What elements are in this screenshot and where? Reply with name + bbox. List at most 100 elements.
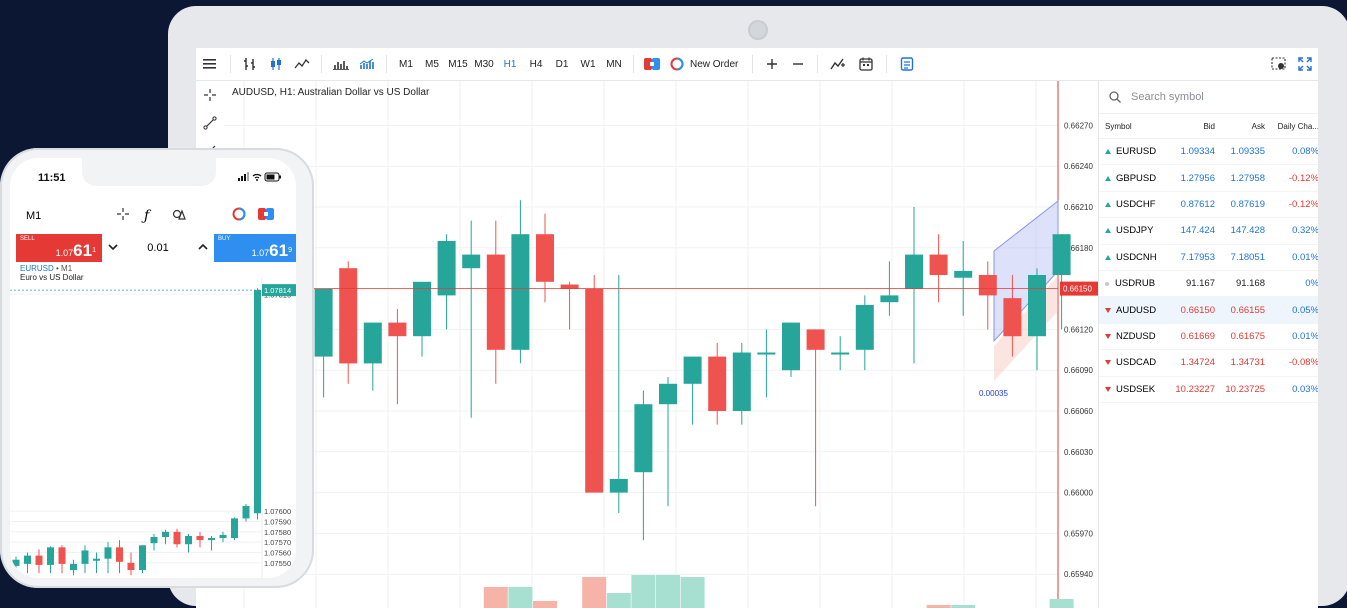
phone-candle-body[interactable] — [12, 559, 20, 566]
timeframe-mn[interactable]: MN — [606, 58, 622, 70]
candle-body[interactable] — [511, 234, 530, 350]
volumes-icon[interactable] — [328, 48, 354, 80]
candle-body[interactable] — [363, 322, 382, 364]
phone-candle-body[interactable] — [127, 562, 135, 571]
candle-body[interactable] — [560, 284, 579, 289]
col-ask[interactable]: Ask — [1251, 121, 1265, 131]
phone-timeframe[interactable]: M1 — [26, 210, 42, 222]
function-icon[interactable]: ƒ — [144, 208, 150, 224]
objects-icon[interactable] — [172, 207, 232, 226]
new-order-button[interactable]: New Order — [664, 48, 746, 80]
phone-candle-body[interactable] — [219, 534, 227, 539]
col-symbol[interactable]: Symbol — [1105, 121, 1132, 131]
timeframe-m30[interactable]: M30 — [474, 58, 494, 70]
phone-candle-body[interactable] — [81, 550, 89, 564]
zoom-out-icon[interactable] — [785, 48, 811, 80]
candle-body[interactable] — [462, 254, 481, 269]
candle-body[interactable] — [413, 281, 431, 337]
candle-body[interactable] — [954, 270, 973, 278]
trend-line-icon[interactable] — [196, 109, 224, 137]
candle-body[interactable] — [855, 304, 874, 350]
candle-body[interactable] — [757, 352, 776, 355]
candle-body[interactable] — [732, 352, 751, 411]
timeframe-h4[interactable]: H4 — [529, 58, 543, 70]
symbol-search[interactable]: Search symbol — [1099, 81, 1318, 114]
candle-body[interactable] — [831, 352, 850, 355]
candle-body[interactable] — [634, 404, 653, 473]
candle-body[interactable] — [339, 268, 358, 364]
col-daily-change[interactable]: Daily Cha... — [1277, 121, 1318, 131]
phone-candle-body[interactable] — [162, 531, 169, 538]
line-chart-icon[interactable] — [289, 48, 315, 80]
candle-body[interactable] — [1052, 234, 1071, 275]
watchlist-row[interactable]: USDRUB 91.167 91.168 0% — [1099, 271, 1318, 298]
tick-volumes-icon[interactable] — [354, 48, 380, 80]
chart-canvas[interactable]: 0.66270 0.66240 0.66210 0.66180 0.66150 0.661… — [224, 81, 1098, 608]
calendar-icon[interactable] — [852, 48, 880, 80]
candle-body[interactable] — [585, 288, 604, 493]
watchlist-row[interactable]: USDSEK 10.23227 10.23725 0.03% — [1099, 377, 1318, 403]
watchlist-row[interactable]: AUDUSD 0.66150 0.66155 0.05% — [1099, 297, 1318, 324]
chevron-down-icon[interactable] — [108, 242, 118, 254]
watchlist-row[interactable]: USDJPY 147.424 147.428 0.32% — [1099, 218, 1318, 245]
crosshair-icon[interactable] — [116, 207, 144, 226]
col-bid[interactable]: Bid — [1203, 121, 1215, 131]
candle-body[interactable] — [880, 295, 899, 303]
candle-body[interactable] — [708, 356, 727, 411]
crosshair-icon[interactable] — [196, 81, 224, 109]
phone-candle-body[interactable] — [24, 555, 31, 564]
candle-body[interactable] — [978, 275, 997, 296]
phone-candle-body[interactable] — [93, 558, 100, 561]
menu-icon[interactable] — [196, 48, 224, 80]
timeframe-w1[interactable]: W1 — [580, 58, 596, 70]
candlestick-icon[interactable] — [263, 48, 289, 80]
watchlist-row[interactable]: USDCAD 1.34724 1.34731 -0.08% — [1099, 350, 1318, 377]
phone-candle-body[interactable] — [139, 545, 146, 571]
phone-candle-body[interactable] — [242, 506, 250, 519]
candle-body[interactable] — [782, 322, 800, 371]
new-order-icon[interactable] — [232, 207, 258, 226]
templates-icon[interactable] — [893, 48, 921, 80]
one-click-trading-icon[interactable] — [640, 48, 664, 80]
phone-candle-body[interactable] — [104, 547, 112, 559]
candle-body[interactable] — [905, 254, 923, 289]
candle-body[interactable] — [683, 356, 702, 384]
sell-button[interactable]: SELL 1.07611 — [16, 234, 102, 262]
watchlist-row[interactable]: USDCNH 7.17953 7.18051 0.01% — [1099, 245, 1318, 271]
price-chart[interactable]: 0.66270 0.66240 0.66210 0.66180 0.66150 0.661… — [224, 81, 1098, 608]
phone-candle-body[interactable] — [47, 547, 54, 565]
candle-body[interactable] — [388, 322, 407, 337]
candle-body[interactable] — [806, 329, 825, 350]
watchlist-row[interactable]: USDCHF 0.87612 0.87619 -0.12% — [1099, 192, 1318, 219]
phone-candle-body[interactable] — [70, 563, 77, 571]
screenshot-icon[interactable] — [1266, 48, 1292, 80]
lot-value[interactable]: 0.01 — [147, 242, 169, 254]
candle-body[interactable] — [1028, 275, 1046, 337]
one-click-trading-icon[interactable] — [258, 207, 278, 225]
timeframe-m15[interactable]: M15 — [448, 58, 468, 70]
candle-body[interactable] — [609, 479, 628, 493]
phone-candle-body[interactable] — [116, 547, 123, 562]
phone-candle-body[interactable] — [254, 290, 261, 514]
zoom-in-icon[interactable] — [759, 48, 785, 80]
bar-chart-icon[interactable] — [237, 48, 263, 80]
timeframe-m1[interactable]: M1 — [399, 58, 413, 70]
fullscreen-icon[interactable] — [1292, 48, 1318, 80]
candle-body[interactable] — [437, 241, 456, 296]
phone-candle-body[interactable] — [196, 535, 204, 541]
candle-body[interactable] — [929, 254, 948, 275]
buy-button[interactable]: BUY 1.07619 — [214, 234, 296, 262]
candle-body[interactable] — [1003, 298, 1022, 337]
lot-stepper[interactable]: 0.01 — [102, 234, 214, 262]
timeframe-h1[interactable]: H1 — [503, 58, 517, 70]
candle-body[interactable] — [536, 234, 554, 282]
candle-body[interactable] — [659, 383, 677, 405]
phone-candle-body[interactable] — [231, 518, 238, 539]
search-placeholder[interactable]: Search symbol — [1131, 91, 1204, 103]
phone-candle-body[interactable] — [185, 535, 192, 545]
watchlist-row[interactable]: EURUSD 1.09334 1.09335 0.08% — [1099, 139, 1318, 166]
indicators-icon[interactable] — [824, 48, 852, 80]
phone-candle-body[interactable] — [58, 547, 66, 564]
watchlist-row[interactable]: GBPUSD 1.27956 1.27958 -0.12% — [1099, 165, 1318, 192]
phone-candle-body[interactable] — [173, 531, 181, 545]
